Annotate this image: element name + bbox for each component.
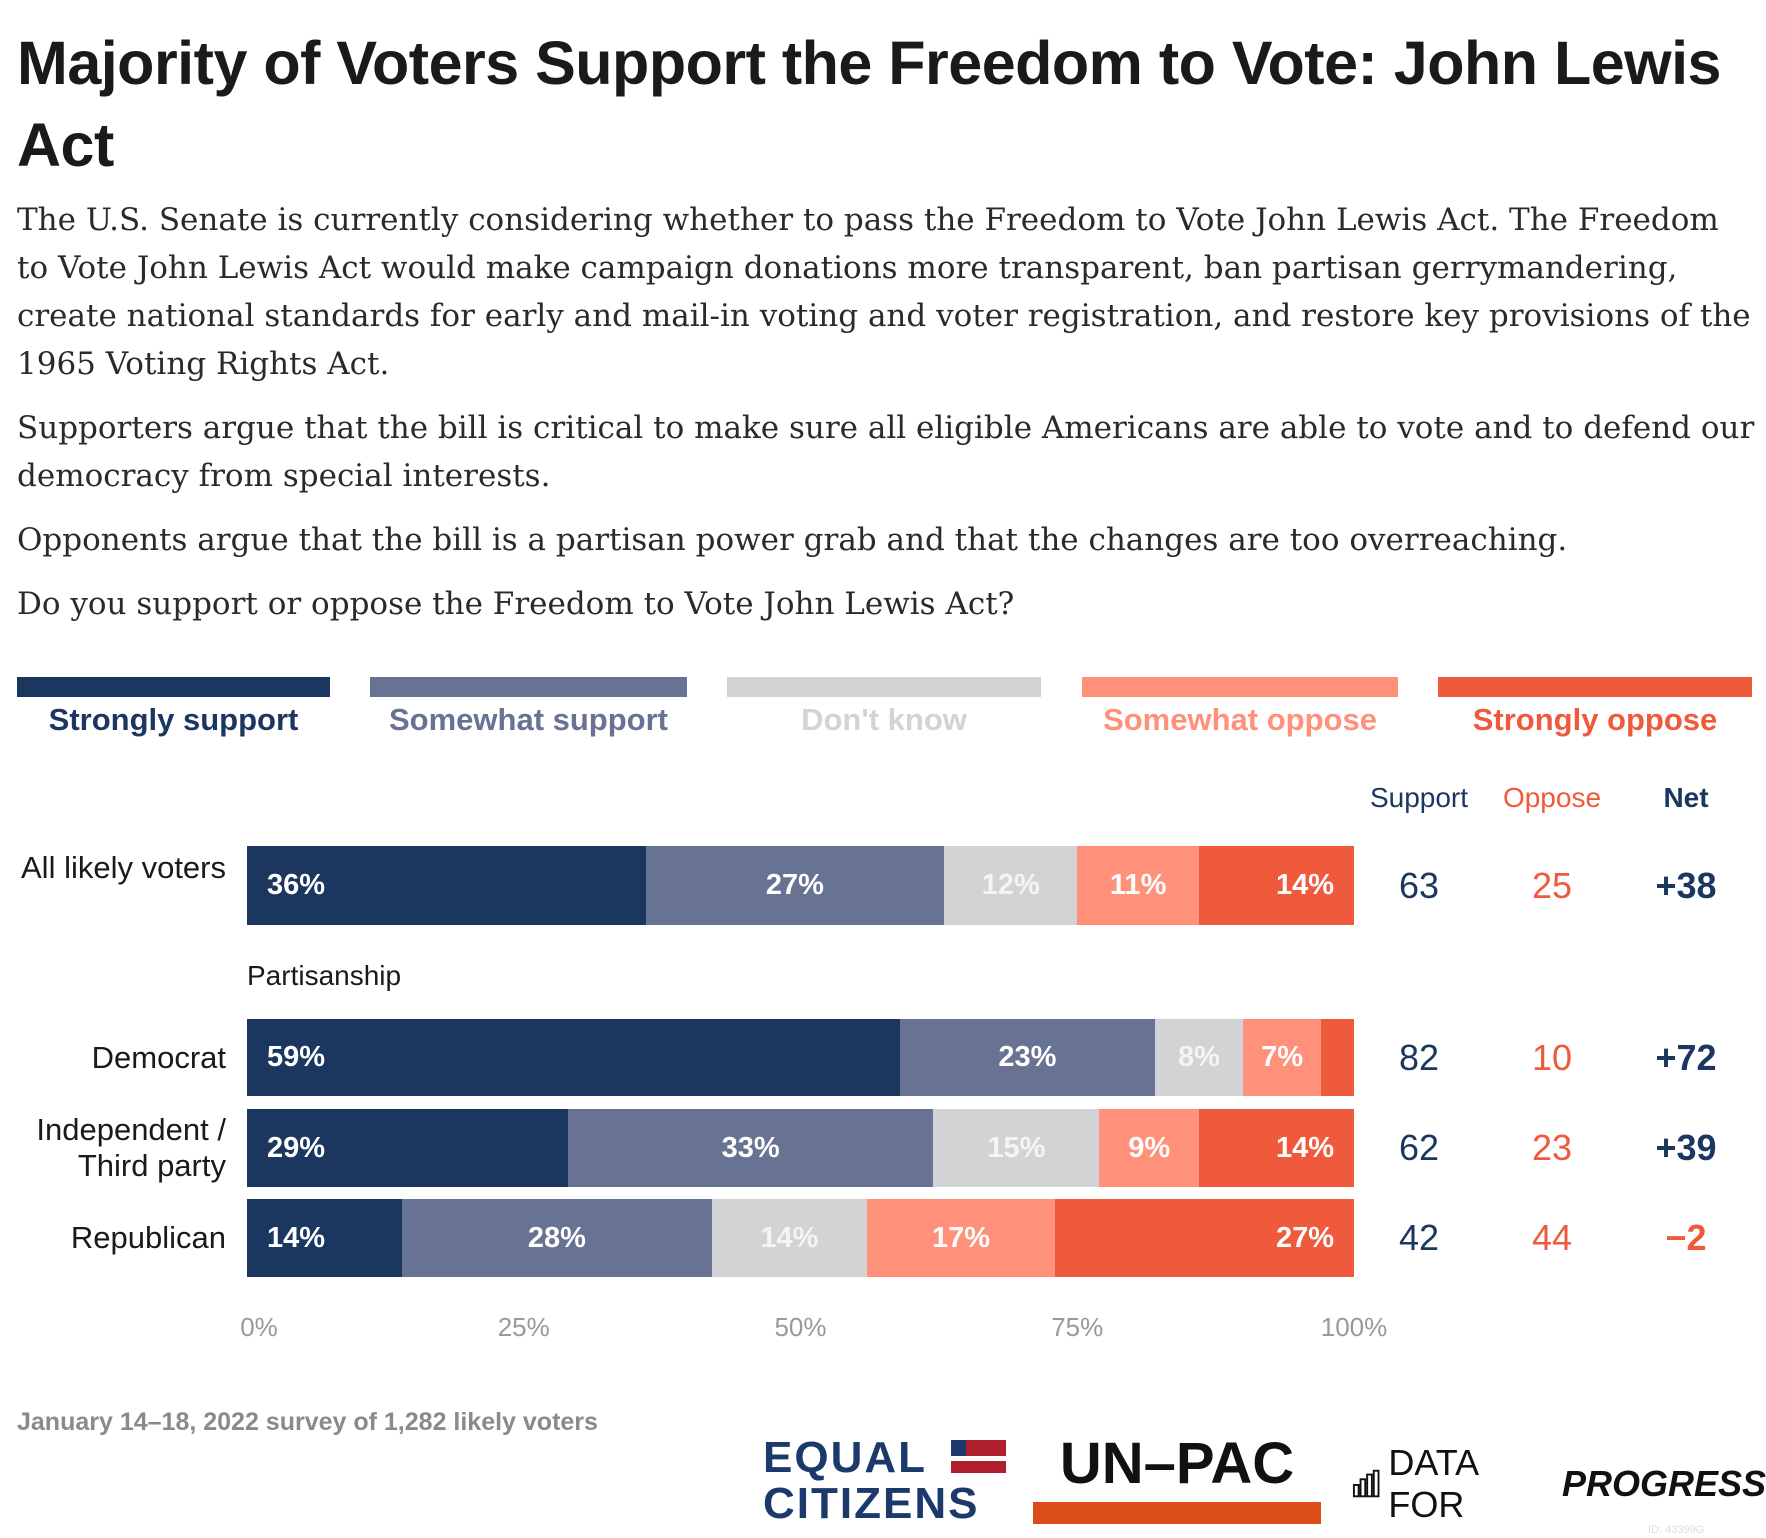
legend-label: Somewhat support [388, 702, 668, 737]
bar-value-label: 33% [721, 1131, 780, 1164]
bar-segment [247, 1019, 901, 1096]
source-note: January 14–18, 2022 survey of 1,282 like… [17, 1408, 598, 1436]
bar-segment [711, 1199, 867, 1277]
x-tick-label: 50% [774, 1312, 827, 1342]
question-text: Do you support or oppose the Freedom to … [17, 586, 1015, 622]
bar-segment [401, 1199, 712, 1277]
bar-value-label: 11% [1109, 869, 1167, 901]
x-tick-label: 100% [1320, 1312, 1388, 1342]
bar-segment [1243, 1019, 1321, 1096]
bar-segment [866, 1199, 1056, 1277]
bar-segment [1055, 1199, 1354, 1277]
chart-id: ID: 43399G [1648, 1524, 1705, 1536]
row-label: All likely voters [21, 849, 226, 885]
flag-stripe [951, 1461, 1006, 1473]
bar-value-label: 7% [1261, 1041, 1303, 1073]
bar-segment [1077, 846, 1200, 925]
stacked-bar: 59% 23% 8% 7% [247, 1019, 1354, 1096]
unpac-underline [1033, 1502, 1321, 1524]
bar-segment [1320, 1019, 1354, 1096]
bar-segment [247, 1109, 569, 1187]
group-label-partisanship: Partisanship [247, 960, 402, 991]
oppose-value: 25 [1531, 864, 1573, 906]
unpac-logo: UN–PAC [1033, 1432, 1321, 1524]
bar-value-label: 8% [1178, 1041, 1220, 1073]
stacked-bar: 14% 28% 14% 17% 27% [247, 1199, 1354, 1277]
stacked-bar: 36% 27% 12% 11% 14% [247, 846, 1354, 925]
chart-title: Majority of Voters Support the Freedom t… [17, 29, 1721, 179]
bar-segment [933, 1109, 1100, 1187]
legend-swatch [727, 677, 1041, 697]
bar-value-label: 14% [1275, 869, 1334, 901]
bar-segment [568, 1109, 934, 1187]
bar-segment [900, 1019, 1155, 1096]
bar-segment [1199, 1109, 1354, 1187]
logo-text-progress: PROGRESS [1561, 1463, 1766, 1504]
legend-label: Strongly oppose [1472, 702, 1718, 737]
flag-icon [951, 1440, 966, 1456]
support-column-header: Support [1369, 782, 1469, 813]
bar-chart-icon [1352, 1469, 1380, 1498]
oppose-column-header: Oppose [1502, 782, 1602, 813]
bar-segment [1099, 1109, 1199, 1187]
bar-value-label: 9% [1128, 1131, 1171, 1164]
bar-value-label: 17% [931, 1221, 991, 1254]
logo-text-unpac: UN–PAC [1059, 1431, 1295, 1496]
bar-value-label: 28% [527, 1221, 586, 1254]
legend-label: Don't know [801, 702, 967, 737]
bar-value-label: 15% [987, 1131, 1046, 1164]
equal-citizens-logo: EQUAL CITIZENS [763, 1436, 1008, 1526]
x-tick-label: 75% [1051, 1312, 1104, 1342]
bar-segment [645, 846, 945, 925]
bar-value-label: 14% [760, 1221, 819, 1254]
oppose-value: 10 [1531, 1036, 1573, 1078]
legend-label: Strongly support [48, 702, 299, 737]
legend-swatch [1082, 677, 1398, 697]
logo-text-citizens: CITIZENS [763, 1479, 980, 1528]
data-for-progress-logo: DATA FOR PROGRESS [1352, 1442, 1766, 1525]
bar-value-label: 27% [765, 869, 824, 901]
oppose-value: 44 [1531, 1217, 1573, 1258]
x-tick-label: 25% [497, 1312, 550, 1342]
row-label: Independent / Third party [36, 1112, 226, 1183]
flag-stripe [966, 1440, 1006, 1456]
question-intro: The U.S. Senate is currently considering… [17, 202, 1751, 382]
net-column-header: Net [1663, 782, 1709, 813]
bar-value-label: 36% [267, 869, 326, 901]
bar-value-label: 12% [981, 869, 1040, 901]
logo-text-equal: EQUAL [763, 1433, 927, 1482]
bar-value-label: 29% [267, 1131, 326, 1164]
oppose-value: 23 [1531, 1127, 1573, 1168]
row-label: Democrat [91, 1039, 226, 1075]
bar-value-label: 23% [998, 1041, 1057, 1073]
bar-value-label: 14% [267, 1221, 326, 1254]
net-value: +72 [1655, 1036, 1717, 1078]
bar-segment [1154, 1019, 1244, 1096]
legend-label: Somewhat oppose [1103, 702, 1377, 737]
bar-value-label: 59% [267, 1041, 326, 1073]
support-value: 82 [1398, 1036, 1440, 1078]
legend-swatch [370, 677, 687, 697]
stacked-bar: 29% 33% 15% 9% 14% [247, 1109, 1354, 1187]
row-label: Republican [70, 1220, 226, 1255]
x-tick-label: 0% [240, 1312, 278, 1342]
bar-segment [247, 846, 646, 925]
bar-value-label: 27% [1275, 1221, 1334, 1254]
support-value: 42 [1398, 1217, 1440, 1258]
bar-value-label: 14% [1275, 1131, 1334, 1164]
bar-segment [247, 1199, 402, 1277]
net-value: −2 [1665, 1217, 1707, 1258]
support-value: 63 [1398, 864, 1440, 906]
opponents-argument: Opponents argue that the bill is a parti… [17, 522, 1568, 558]
net-value: +38 [1655, 864, 1717, 906]
logo-text-data-for: DATA FOR [1388, 1442, 1478, 1525]
supporters-argument: Supporters argue that the bill is critic… [17, 410, 1755, 494]
net-value: +39 [1655, 1127, 1717, 1168]
legend-swatch [17, 677, 330, 697]
bar-segment [944, 846, 1078, 925]
support-value: 62 [1398, 1127, 1440, 1168]
bar-segment [1199, 846, 1354, 925]
legend-swatch [1438, 677, 1752, 697]
